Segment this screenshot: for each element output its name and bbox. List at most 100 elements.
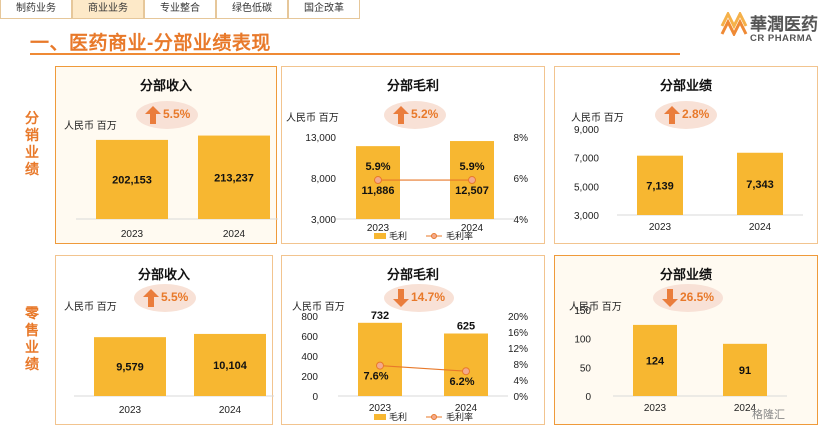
x-tick-label: 2024: [223, 229, 246, 240]
margin-label: 5.9%: [459, 161, 484, 173]
y-tick-label: 9,000: [574, 125, 599, 136]
bar: [637, 155, 683, 215]
tab-commercial[interactable]: 商业业务: [72, 0, 144, 19]
tab-bar: 制药业务 商业业务 专业整合 绿色低碳 国企改革: [0, 0, 360, 19]
legend-label: 毛利: [389, 230, 407, 241]
bar: [444, 333, 488, 396]
y-tick-label: 7,000: [574, 154, 599, 165]
cr-pharma-logo: 華潤医药 CR PHARMA: [720, 8, 820, 58]
unit-label: 人民币 百万: [64, 302, 117, 313]
margin-point: [376, 361, 384, 370]
x-tick-label: 2023: [649, 222, 672, 233]
growth-value: 14.7%: [411, 290, 446, 304]
margin-point: [462, 367, 470, 376]
panel-distribution-results: 分部业绩 人民币 百万 2.8% 9,000 7,000 5,000 3,000 2023 20…: [554, 66, 818, 244]
legend-swatch-point: [431, 233, 437, 239]
margin-label: 7.6%: [363, 371, 388, 383]
y-tick-label: 400: [301, 352, 318, 363]
bar-value-label: 9,579: [116, 362, 144, 374]
bar: [358, 322, 402, 396]
bar: [94, 337, 166, 396]
growth-value: 5.5%: [163, 107, 191, 121]
y-tick-label: 3,000: [311, 215, 336, 226]
y2-tick-label: 20%: [508, 312, 528, 323]
legend-swatch-bar: [374, 414, 386, 420]
arrow-up-icon: [664, 106, 680, 124]
section-label-distribution: 分销业绩: [25, 110, 39, 177]
unit-label: 人民币 百万: [286, 113, 339, 124]
bar-value-label: 732: [371, 310, 389, 322]
growth-badge: 5.2%: [384, 101, 446, 129]
x-tick-label: 2024: [734, 403, 757, 414]
chart-plot: 2023 2024 202,153 213,237: [76, 135, 278, 240]
bar-value-label: 10,104: [213, 360, 248, 372]
x-tick-label: 2023: [367, 223, 390, 234]
y-tick-label: 0: [312, 392, 318, 403]
chart-plot: 9,000 7,000 5,000 3,000 2023 2024 7,139 7,343: [574, 125, 803, 233]
y-tick-label: 13,000: [305, 133, 336, 144]
arrow-up-icon: [393, 106, 409, 124]
y-tick-label: 800: [301, 312, 318, 323]
growth-value: 26.5%: [680, 290, 715, 304]
chart-title: 分部业绩: [659, 267, 712, 282]
y2-tick-label: 4%: [514, 215, 529, 226]
legend-swatch-bar: [374, 233, 386, 239]
bar-value-label: 11,886: [361, 185, 394, 197]
chart-title: 分部毛利: [386, 78, 439, 93]
panel-retail-revenue: 分部收入 人民币 百万 5.5% 2023 2024 9,579 10,104: [55, 255, 274, 425]
x-tick-label: 2023: [369, 403, 392, 414]
bar: [96, 139, 168, 219]
x-tick-label: 2024: [455, 403, 478, 414]
unit-label: 人民币 百万: [569, 302, 622, 313]
growth-value: 5.5%: [161, 290, 189, 304]
panel-retail-results: 分部业绩 人民币 百万 26.5% 150 100 50 0 2023 2024 124 91: [554, 255, 818, 425]
arrow-down-icon: [662, 289, 678, 307]
y-tick-label: 0: [585, 392, 591, 403]
x-tick-label: 2024: [749, 222, 772, 233]
x-tick-label: 2023: [121, 229, 144, 240]
tab-green[interactable]: 绿色低碳: [216, 0, 288, 19]
margin-label: 6.2%: [449, 376, 474, 388]
y-tick-label: 200: [301, 372, 318, 383]
bar: [198, 135, 270, 219]
chart-title: 分部收入: [139, 78, 192, 93]
y2-tick-label: 12%: [508, 344, 528, 355]
growth-badge: 14.7%: [384, 284, 454, 312]
growth-value: 5.2%: [411, 107, 439, 121]
section-label-retail: 零售业绩: [25, 305, 39, 372]
logo-en-text: CR PHARMA: [750, 33, 813, 44]
y-tick-label: 50: [580, 363, 592, 374]
y-tick-label: 150: [574, 306, 591, 317]
x-tick-label: 2024: [461, 223, 484, 234]
bar-value-label: 202,153: [112, 174, 152, 186]
growth-badge: 26.5%: [653, 284, 723, 312]
y2-tick-label: 4%: [514, 376, 529, 387]
bar: [737, 152, 783, 215]
bar: [633, 324, 677, 396]
bar-value-label: 7,139: [646, 180, 674, 192]
margin-point: [374, 176, 382, 185]
bar-value-label: 91: [739, 365, 751, 377]
y2-tick-label: 8%: [514, 360, 529, 371]
legend-label: 毛利率: [446, 411, 473, 422]
logo-cn-text: 華潤医药: [750, 15, 818, 35]
logo-mark-icon: [720, 12, 748, 36]
panel-retail-gross-profit: 分部毛利 人民币 百万 14.7% 800 600 400 200 0 20% 16% 12% 8% 4…: [281, 255, 545, 425]
page-title: 一、医药商业-分部业绩表现: [30, 33, 271, 54]
chart-title: 分部业绩: [659, 78, 712, 93]
growth-badge: 5.5%: [136, 101, 198, 129]
margin-point: [468, 176, 476, 185]
unit-label: 人民币 百万: [292, 302, 345, 313]
legend-label: 毛利: [389, 411, 407, 422]
bar-value-label: 12,507: [455, 185, 489, 197]
y-tick-label: 600: [301, 332, 318, 343]
panel-distribution-gross-profit: 分部毛利 人民币 百万 5.2% 13,000 8,000 3,000 8% 6% 4% 2023…: [281, 66, 545, 244]
tab-integration[interactable]: 专业整合: [144, 0, 216, 19]
y-tick-label: 8,000: [311, 174, 336, 185]
margin-label: 5.9%: [365, 161, 390, 173]
tab-soe-reform[interactable]: 国企改革: [288, 0, 360, 19]
y2-tick-label: 16%: [508, 328, 528, 339]
chart-title: 分部收入: [137, 267, 190, 282]
bar-value-label: 213,237: [214, 172, 254, 184]
tab-pharma[interactable]: 制药业务: [0, 0, 72, 19]
